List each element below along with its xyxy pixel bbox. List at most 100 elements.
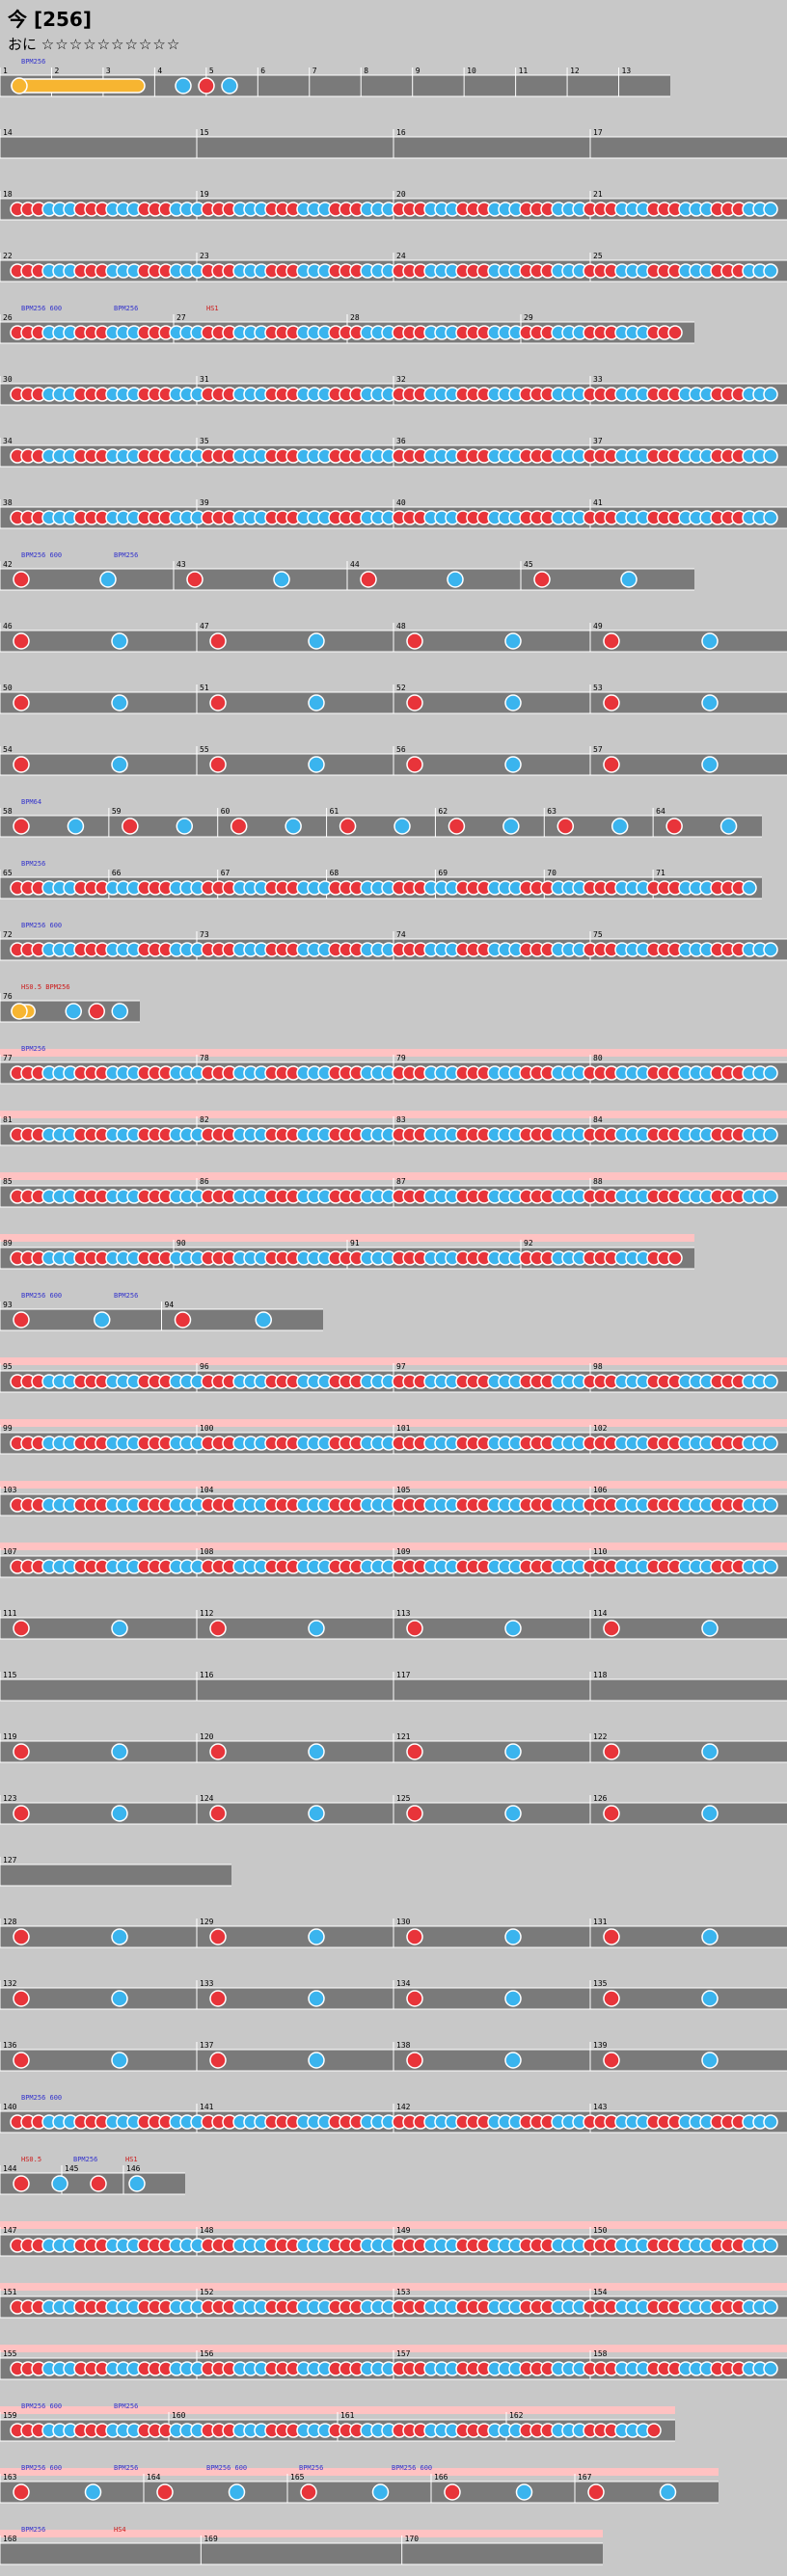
measure-number: 96	[200, 1362, 209, 1371]
measure-number: 169	[204, 2535, 218, 2543]
ka-note	[84, 2483, 102, 2501]
measure-number: 164	[147, 2473, 161, 2482]
measure-number: 109	[396, 1547, 411, 1556]
measure-number: 137	[200, 2041, 214, 2050]
measure-number: 120	[200, 1732, 214, 1741]
ka-note	[308, 2052, 325, 2069]
measure-number: 150	[593, 2226, 608, 2235]
measure-number: 41	[593, 498, 603, 507]
ka-note	[701, 1990, 719, 2007]
don-note	[156, 2483, 174, 2501]
ka-note	[763, 387, 778, 402]
ka-note	[175, 77, 192, 94]
measure-number: 123	[3, 1794, 17, 1803]
measure-number: 128	[3, 1918, 17, 1926]
don-note	[186, 571, 204, 588]
bpm-event-label: BPM256 600	[21, 2464, 62, 2472]
bpm-event-label: BPM256 600	[21, 551, 62, 559]
measure-number: 136	[3, 2041, 17, 2050]
measure-number: 121	[396, 1732, 411, 1741]
measure-number: 11	[519, 67, 529, 75]
measure-number: 122	[593, 1732, 608, 1741]
bpm-event-label: BPM256 600	[21, 922, 62, 929]
ka-note	[719, 818, 738, 835]
ka-note	[763, 2114, 778, 2130]
measure-number: 65	[3, 869, 13, 877]
measure-number: 68	[330, 869, 339, 877]
measure-number: 21	[593, 190, 603, 199]
measure-number: 126	[593, 1794, 608, 1803]
gogo-band	[0, 2530, 603, 2537]
gogo-band	[0, 1419, 787, 1427]
don-note	[603, 632, 620, 650]
measure-number: 48	[396, 622, 406, 631]
measure-number: 106	[593, 1486, 608, 1494]
ka-note	[504, 1743, 522, 1760]
don-note	[300, 2483, 317, 2501]
ka-note	[111, 1805, 128, 1822]
don-note	[603, 1928, 620, 1945]
measure-number: 61	[330, 807, 339, 816]
measure-number: 165	[290, 2473, 305, 2482]
measure-number: 163	[3, 2473, 17, 2482]
measure-number: 88	[593, 1177, 603, 1186]
measure-number: 110	[593, 1547, 608, 1556]
measure-number: 40	[396, 498, 406, 507]
gogo-band	[0, 2468, 719, 2476]
measure-number: 125	[396, 1794, 411, 1803]
ka-note	[763, 1127, 778, 1142]
measure-number: 49	[593, 622, 603, 631]
measure-number: 5	[209, 67, 214, 75]
don-note	[209, 694, 227, 711]
measure-number: 162	[509, 2411, 524, 2420]
measure-number: 17	[593, 128, 603, 137]
measure-number: 134	[396, 1979, 411, 1988]
gogo-band	[0, 1234, 694, 1242]
measure-number: 116	[200, 1671, 214, 1679]
course-label: おに	[8, 36, 38, 53]
don-note	[587, 2483, 605, 2501]
measure-number: 59	[112, 807, 122, 816]
measure-number: 50	[3, 684, 13, 692]
measure-number: 158	[593, 2349, 608, 2358]
measure-number: 104	[200, 1486, 214, 1494]
ka-note	[94, 1311, 111, 1328]
ka-note	[504, 756, 522, 773]
measure-number: 103	[3, 1486, 17, 1494]
don-note	[209, 2052, 227, 2069]
measure-number: 133	[200, 1979, 214, 1988]
ka-note	[701, 1620, 719, 1637]
ka-note	[308, 756, 325, 773]
measure-number: 94	[165, 1301, 175, 1309]
measure-number: 142	[396, 2103, 411, 2111]
note-lane	[0, 75, 670, 96]
measure-number: 111	[3, 1609, 17, 1618]
difficulty-line: おに ☆☆☆☆☆☆☆☆☆☆	[8, 34, 180, 54]
bpm-event-label: BPM256	[299, 2464, 323, 2472]
measure-number: 99	[3, 1424, 13, 1433]
song-title: 今 [256]	[8, 8, 92, 31]
measure-number: 69	[438, 869, 448, 877]
measure-number: 32	[396, 375, 406, 384]
measure-number: 44	[350, 560, 360, 569]
measure-number: 75	[593, 930, 603, 939]
measure-number: 87	[396, 1177, 406, 1186]
measure-number: 74	[396, 930, 406, 939]
bpm-event-label: BPM256	[21, 2526, 45, 2534]
don-note	[209, 1805, 227, 1822]
bpm-event-label: BPM256 600	[392, 2464, 432, 2472]
don-note	[13, 2483, 30, 2501]
don-note	[603, 2052, 620, 2069]
measure-number: 30	[3, 375, 13, 384]
measure-number: 33	[593, 375, 603, 384]
measure-number: 143	[593, 2103, 608, 2111]
don-note	[209, 1990, 227, 2007]
measure-number: 9	[416, 67, 421, 75]
ka-note	[763, 448, 778, 464]
ka-note	[447, 571, 464, 588]
don-note	[13, 2175, 30, 2192]
measure-number: 166	[434, 2473, 448, 2482]
measure-number: 112	[200, 1609, 214, 1618]
ka-note	[255, 1311, 272, 1328]
note-lane	[0, 2482, 719, 2503]
